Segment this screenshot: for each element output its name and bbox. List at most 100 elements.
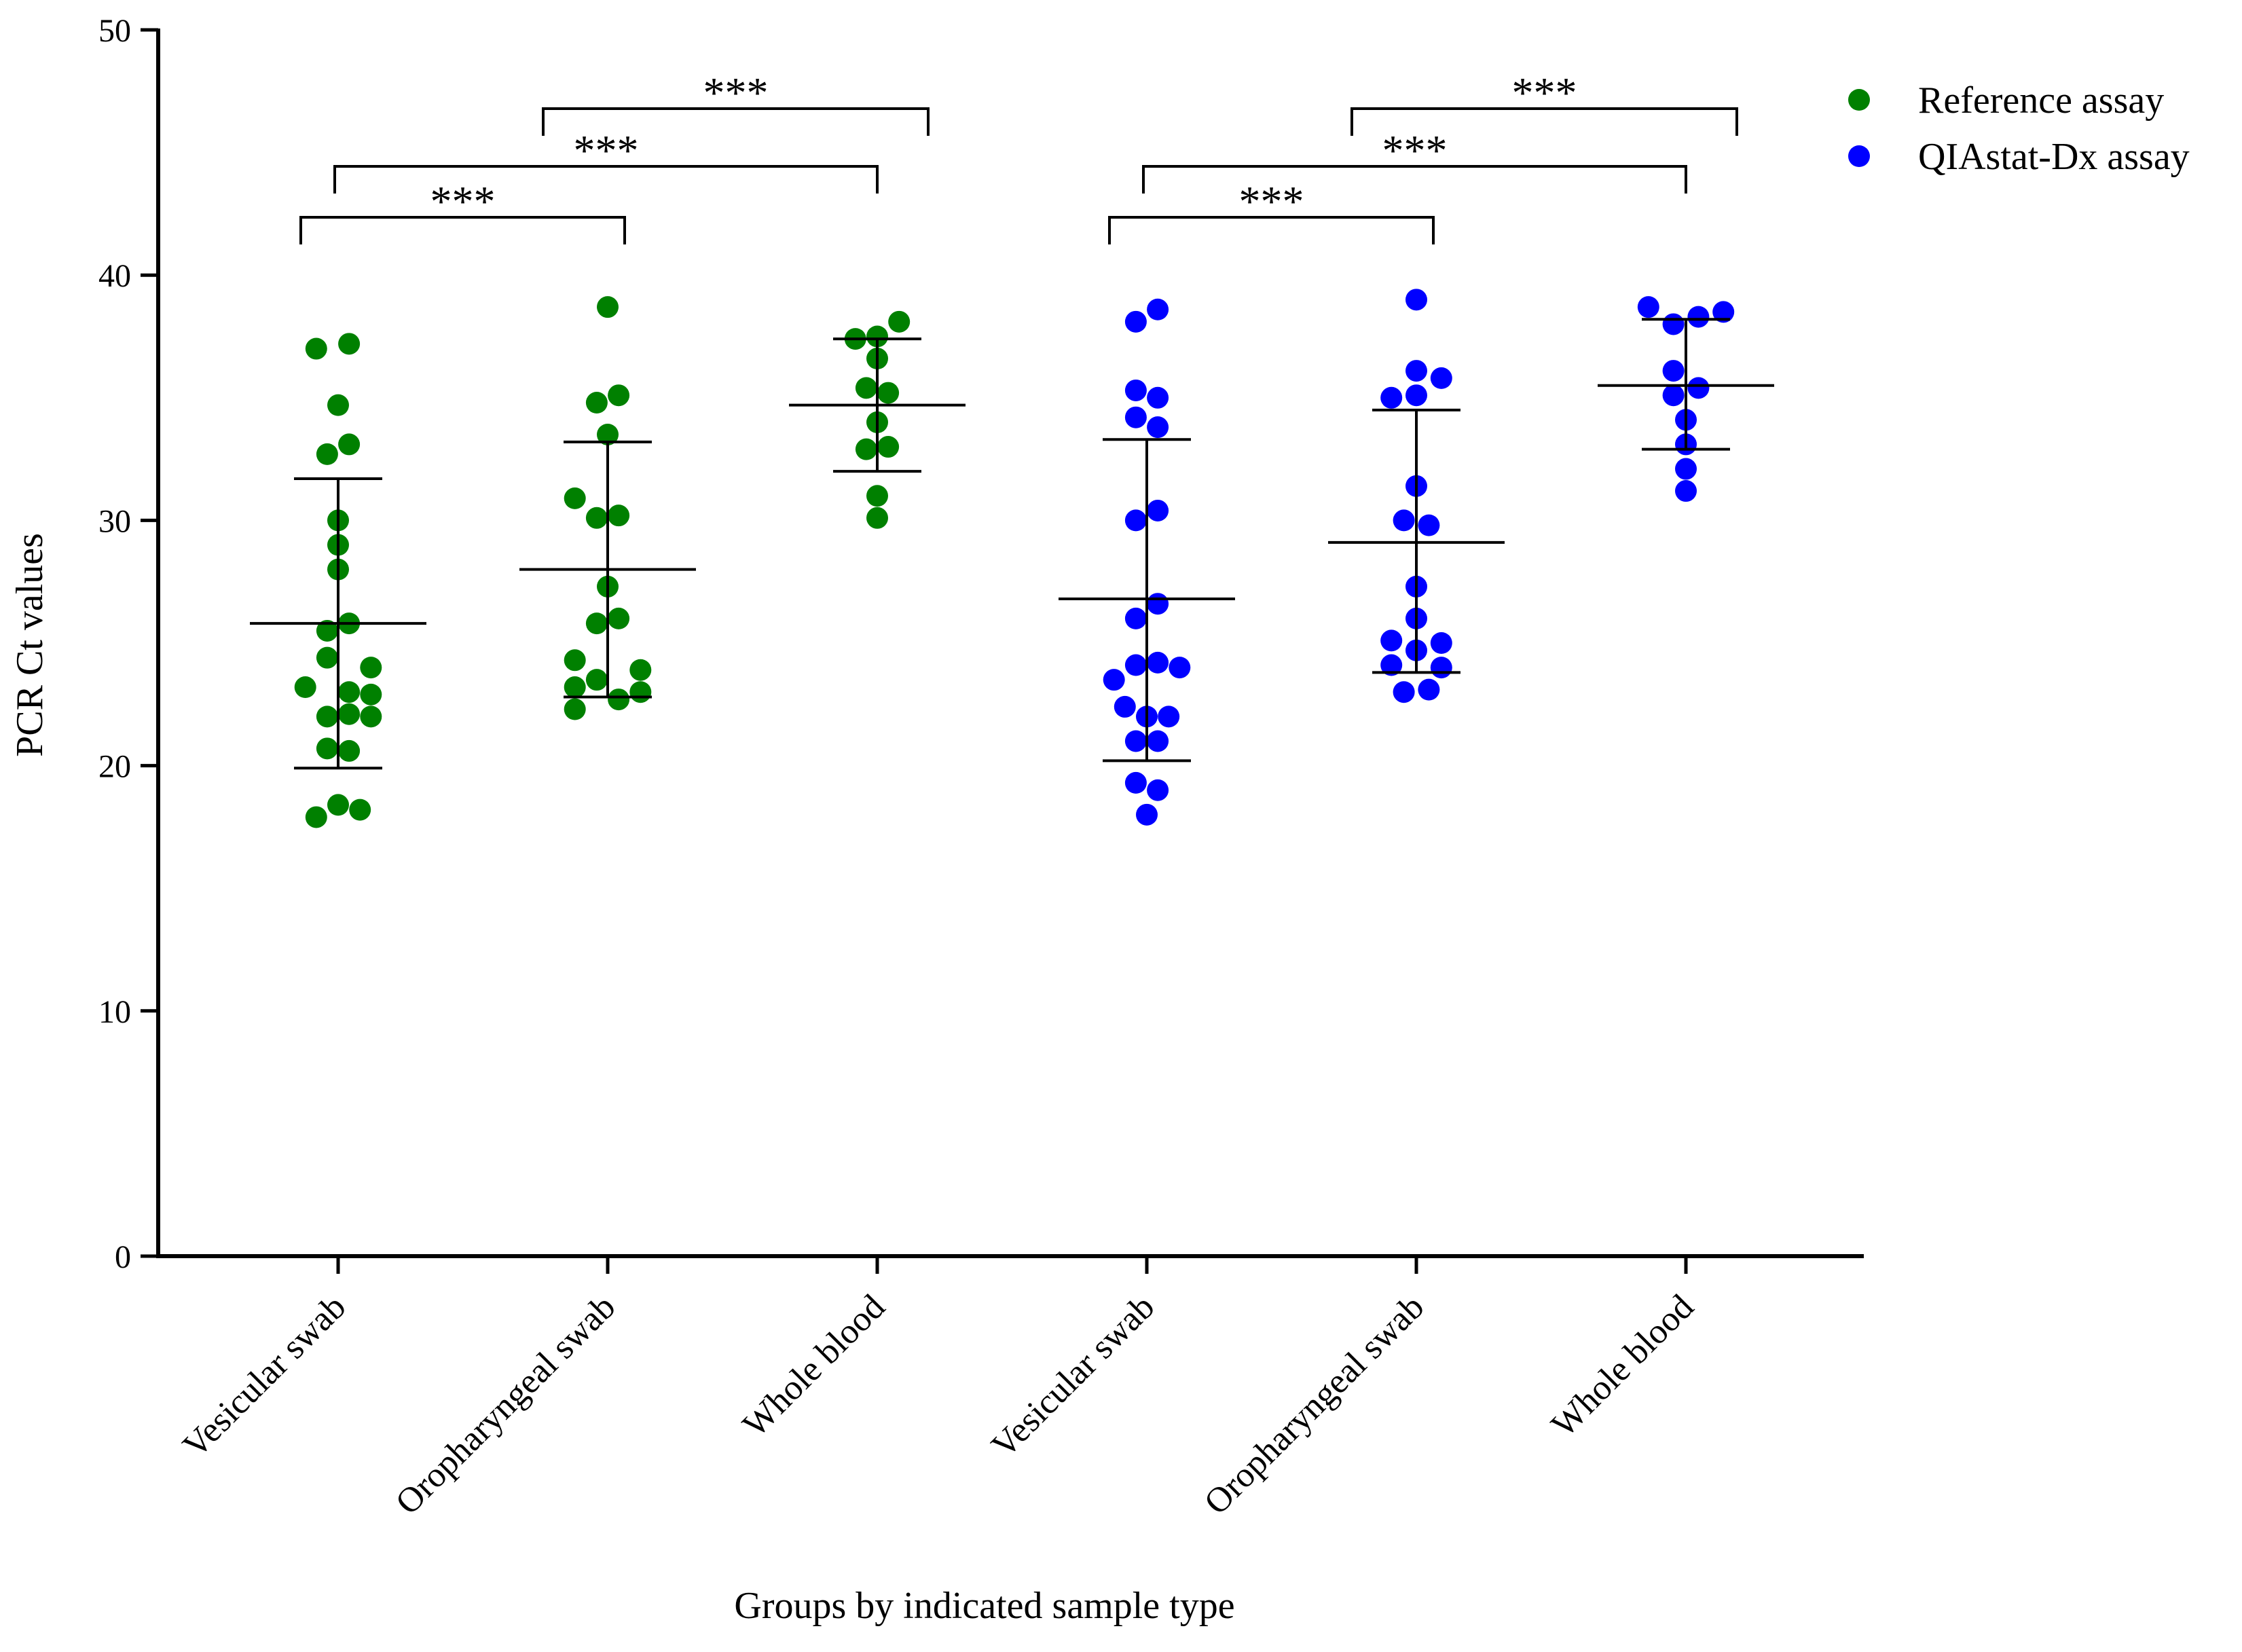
data-point — [1147, 593, 1169, 615]
data-point — [327, 794, 349, 816]
data-point — [1405, 384, 1427, 407]
data-point — [338, 333, 361, 355]
data-point — [1124, 771, 1147, 794]
data-point — [888, 310, 911, 333]
y-tick-label: 0 — [115, 1239, 131, 1275]
data-point — [1124, 406, 1147, 428]
data-point — [564, 487, 586, 509]
data-point — [1662, 384, 1685, 407]
data-point — [1393, 681, 1415, 703]
legend-label: Reference assay — [1918, 79, 2164, 122]
x-tick-label: Whole blood — [735, 1287, 892, 1444]
data-point — [1158, 705, 1180, 728]
data-point — [877, 436, 900, 458]
data-point — [855, 438, 877, 460]
y-tick-label: 20 — [98, 749, 131, 785]
data-point — [338, 739, 361, 762]
data-point — [1675, 458, 1697, 480]
data-point — [338, 703, 361, 725]
data-point — [1405, 289, 1427, 311]
data-point — [629, 659, 652, 681]
data-point — [585, 507, 608, 529]
data-point — [608, 607, 630, 629]
y-tick-label: 10 — [98, 994, 131, 1030]
data-point — [316, 705, 338, 728]
data-point — [316, 646, 338, 669]
x-tick-label: Vesicular swab — [176, 1287, 354, 1465]
y-tick-label: 50 — [98, 13, 131, 49]
x-tick-label: Oropharyngeal swab — [1197, 1287, 1432, 1522]
significance-label: *** — [574, 126, 639, 175]
x-tick-label: Vesicular swab — [985, 1287, 1162, 1465]
significance-label: *** — [1239, 177, 1304, 225]
data-point — [597, 423, 619, 445]
data-point — [1418, 678, 1440, 701]
data-point — [1147, 499, 1169, 521]
significance-brackets: *** *** *** *** *** *** — [299, 69, 1738, 244]
data-point — [585, 612, 608, 635]
y-tick-label: 30 — [98, 503, 131, 539]
data-point — [360, 683, 382, 705]
data-point — [1418, 514, 1440, 536]
data-point — [866, 325, 888, 348]
data-point — [1124, 654, 1147, 676]
x-tick-label: Oropharyngeal swab — [388, 1287, 623, 1522]
significance-bracket — [299, 216, 626, 244]
significance-label: *** — [703, 69, 769, 117]
data-point — [1430, 367, 1452, 389]
data-point — [1103, 669, 1125, 691]
data-point — [1124, 607, 1147, 629]
data-point — [1662, 313, 1685, 335]
data-point — [1393, 509, 1415, 532]
data-point — [1430, 657, 1452, 679]
data-point — [338, 681, 361, 703]
data-point — [585, 669, 608, 691]
data-point — [1169, 657, 1191, 679]
data-point — [316, 737, 338, 760]
data-point — [327, 394, 349, 416]
data-point — [360, 657, 382, 679]
data-point — [1662, 360, 1685, 382]
significance-label: *** — [1512, 69, 1577, 117]
data-point — [1147, 651, 1169, 674]
data-point — [1637, 296, 1659, 318]
data-point — [855, 377, 877, 399]
data-point — [1147, 416, 1169, 439]
data-point — [608, 504, 630, 527]
data-point — [294, 676, 316, 699]
significance-bracket — [1142, 165, 1687, 194]
data-point — [1147, 779, 1169, 801]
plot-area — [250, 289, 1774, 828]
significance-bracket — [1108, 216, 1435, 244]
data-point — [608, 689, 630, 711]
legend-marker — [1848, 89, 1870, 111]
x-axis-title: Groups by indicated sample type — [734, 1585, 1234, 1627]
x-tick-label: Whole blood — [1544, 1287, 1701, 1444]
data-point — [1712, 301, 1735, 323]
data-point — [1124, 379, 1147, 401]
data-point — [316, 619, 338, 642]
data-point — [1430, 632, 1452, 654]
data-point — [1405, 360, 1427, 382]
data-point — [564, 649, 586, 672]
data-point — [305, 337, 327, 360]
data-point — [877, 382, 900, 404]
legend-label: QIAstat-Dx assay — [1918, 136, 2190, 178]
x-axis: Vesicular swab Oropharyngeal swab Whole bl… — [156, 1254, 1864, 1522]
data-point — [597, 296, 619, 318]
data-point — [1380, 654, 1403, 676]
significance-label: *** — [430, 177, 496, 225]
data-point — [608, 384, 630, 407]
data-point — [564, 698, 586, 720]
data-point — [1687, 306, 1710, 328]
data-point — [1124, 509, 1147, 532]
y-tick-label: 40 — [98, 258, 131, 294]
data-point — [1380, 629, 1403, 652]
legend: Reference assay QIAstat-Dx assay — [1848, 79, 2190, 178]
data-point — [585, 392, 608, 414]
legend-marker — [1848, 145, 1870, 167]
data-point — [1124, 310, 1147, 333]
data-point — [305, 806, 327, 828]
data-point — [1147, 730, 1169, 752]
